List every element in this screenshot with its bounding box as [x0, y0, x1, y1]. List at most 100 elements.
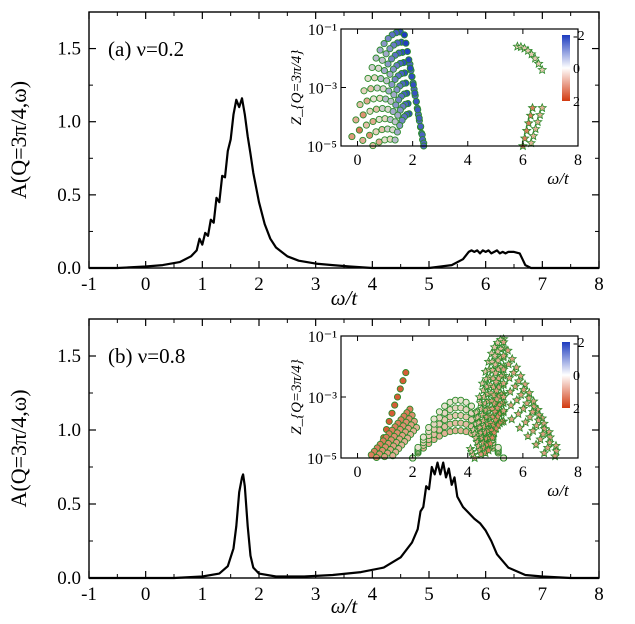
- z-marker-circle: [391, 401, 399, 409]
- z-marker-circle: [417, 122, 425, 130]
- panel-label: (a) ν=0.2: [108, 37, 184, 61]
- x-tick-label: -1: [81, 274, 97, 295]
- x-axis-label: ω/t: [331, 286, 359, 310]
- z-marker-circle: [352, 116, 360, 124]
- z-marker-circle: [366, 107, 374, 115]
- z-marker-star: [526, 48, 537, 59]
- y-axis-label: A(Q=3π/4,ω): [6, 389, 31, 507]
- z-marker-star: [513, 408, 524, 419]
- inset-x-tick-label: 4: [464, 152, 472, 169]
- z-marker-circle: [400, 31, 408, 39]
- z-marker-circle: [348, 133, 356, 141]
- colorbar-tick-label: -2: [573, 336, 585, 351]
- z-marker-star: [498, 336, 509, 347]
- x-tick-label: 6: [481, 274, 491, 295]
- z-marker-circle: [419, 433, 427, 441]
- z-marker-star: [524, 411, 535, 422]
- z-marker-star: [520, 417, 531, 427]
- inset-x-tick-label: 4: [464, 464, 472, 481]
- z-marker-star: [502, 345, 513, 355]
- z-marker-circle: [415, 114, 423, 122]
- panel-b: -1 0 1 2 3 4 5 6 7 8 0.0 0.5 1.0 1.5 ω/t A(Q=3π/4,ω) (b)…: [6, 318, 604, 618]
- z-marker-circle: [362, 121, 370, 129]
- inset-x-tick-label: 8: [574, 464, 582, 481]
- z-marker-star: [511, 362, 522, 372]
- z-marker-star: [498, 350, 509, 361]
- z-marker-circle: [359, 136, 367, 144]
- z-marker-star: [532, 116, 543, 127]
- z-marker-circle: [405, 56, 413, 64]
- z-marker-circle: [388, 409, 396, 417]
- z-marker-star: [535, 434, 546, 444]
- inset-plot: 0 2 4 6 8 10⁻⁵ 10⁻³ 10⁻¹ ω/t Z_{Q=3π/4} -2 0 2: [289, 22, 585, 188]
- z-marker-star: [551, 445, 562, 456]
- z-marker-circle: [381, 453, 389, 461]
- inset-markers: [348, 28, 548, 151]
- z-marker-star: [516, 389, 526, 400]
- x-tick-label: 2: [254, 584, 264, 605]
- z-marker-star: [537, 64, 548, 75]
- z-marker-circle: [393, 128, 401, 136]
- z-marker-circle: [384, 60, 392, 68]
- inset-y-tick-label: 10⁻⁵: [307, 451, 337, 468]
- z-marker-star: [519, 133, 530, 143]
- z-marker-star: [498, 364, 509, 374]
- z-marker-circle: [372, 128, 380, 136]
- z-marker-star: [487, 432, 498, 442]
- z-marker-circle: [386, 70, 394, 78]
- panel-a: -1 0 1 2 3 4 5 6 7 8 0.0 0.5 1.0 1.5 ω/t A(Q=3π/4,ω) (a)…: [6, 11, 604, 310]
- z-marker-circle: [425, 423, 433, 432]
- z-marker-star: [492, 346, 503, 356]
- x-tick-label: 6: [481, 584, 491, 605]
- z-marker-circle: [383, 77, 391, 85]
- z-marker-star: [483, 445, 494, 455]
- z-marker-star: [542, 442, 553, 453]
- z-marker-star: [520, 379, 530, 389]
- colorbar-tick-label: -2: [573, 29, 585, 44]
- y-tick-label: 0.0: [57, 258, 81, 279]
- inset-markers: [367, 333, 562, 463]
- z-marker-star: [489, 341, 500, 352]
- z-marker-circle: [378, 56, 386, 64]
- z-marker-circle: [394, 111, 402, 119]
- colorbar-tick-label: 0: [573, 369, 580, 384]
- z-marker-circle: [396, 385, 404, 393]
- z-marker-circle: [377, 75, 385, 83]
- z-marker-star: [514, 422, 525, 432]
- inset-x-axis-label: ω/t: [547, 169, 570, 188]
- z-marker-circle: [412, 97, 420, 106]
- z-marker-circle: [403, 47, 411, 56]
- z-marker-star: [525, 110, 536, 120]
- z-marker-star: [508, 367, 519, 378]
- z-marker-circle: [462, 398, 470, 406]
- z-marker-circle: [388, 80, 396, 89]
- inset-x-tick-label: 2: [409, 464, 417, 481]
- z-marker-circle: [462, 413, 470, 421]
- inset-y-tick-label: 10⁻¹: [308, 22, 337, 39]
- z-marker-circle: [494, 443, 502, 451]
- z-marker-star: [505, 386, 516, 396]
- x-tick-label: 5: [424, 274, 434, 295]
- z-marker-circle: [393, 393, 402, 401]
- z-marker-star: [513, 375, 524, 386]
- y-tick-label: 1.5: [57, 346, 81, 367]
- z-marker-star: [505, 400, 516, 410]
- z-marker-star: [530, 53, 541, 63]
- z-marker-circle: [380, 40, 388, 48]
- colorbar-tick-label: 2: [573, 402, 580, 417]
- z-marker-star: [498, 391, 509, 402]
- z-marker-circle: [402, 369, 410, 377]
- x-tick-label: 4: [368, 584, 378, 605]
- z-marker-circle: [391, 118, 399, 126]
- z-marker-circle: [366, 131, 374, 139]
- z-marker-star: [521, 398, 532, 408]
- y-tick-label: 1.0: [57, 420, 81, 441]
- x-axis-label: ω/t: [331, 594, 359, 618]
- z-marker-circle: [387, 97, 395, 105]
- z-marker-circle: [406, 64, 414, 72]
- z-marker-circle: [384, 34, 392, 43]
- inset-y-tick-label: 10⁻¹: [308, 329, 337, 346]
- inset-x-tick-label: 0: [354, 464, 362, 481]
- x-tick-label: 7: [538, 584, 548, 605]
- x-tick-label: 8: [594, 274, 604, 295]
